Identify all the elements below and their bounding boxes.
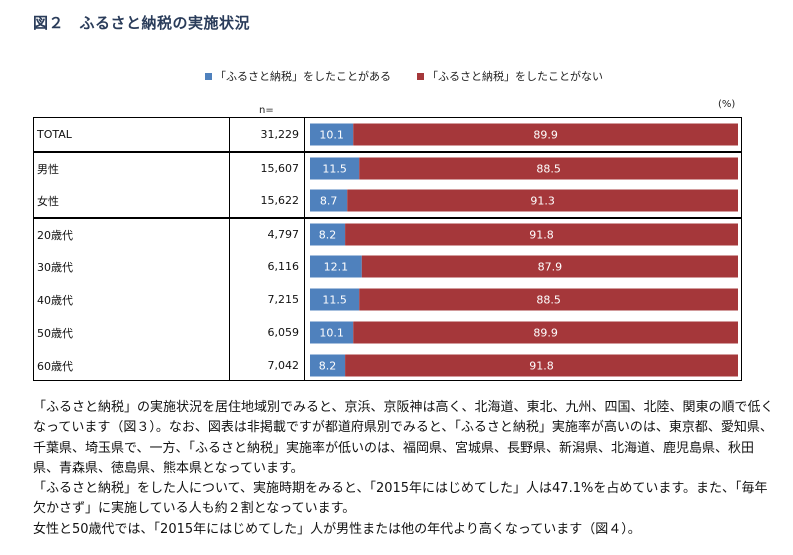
row-label: 60歳代 bbox=[37, 359, 73, 373]
row-n-value: 7,215 bbox=[267, 293, 300, 306]
paragraph: 女性と50歳代では、「2015年にはじめてした」人が男性または他の年代より高くな… bbox=[33, 521, 641, 537]
bar-segment-has-done bbox=[310, 189, 348, 212]
row-label: 30歳代 bbox=[37, 260, 73, 274]
data-label-has-done: 8.2 bbox=[319, 360, 337, 373]
legend-swatch-blue bbox=[205, 72, 212, 80]
row-label: 20歳代 bbox=[37, 228, 73, 242]
bar-segment-not-done bbox=[353, 321, 738, 344]
data-label-not-done: 87.9 bbox=[538, 261, 563, 274]
data-label-has-done: 10.1 bbox=[319, 129, 344, 142]
row-n-value: 31,229 bbox=[260, 128, 300, 141]
data-label-not-done: 89.9 bbox=[533, 327, 558, 340]
data-label-has-done: 8.7 bbox=[320, 195, 338, 208]
chart-legend: 「ふるさと納税」をしたことがある 「ふるさと納税」をしたことがない bbox=[205, 68, 603, 84]
table-row: 女性 15,622 bbox=[34, 184, 741, 217]
bar-segment-not-done bbox=[359, 157, 738, 180]
bars-layer: 10.1 89.9 11.5 88.5 8.7 91.3 8.2 91.8 12.1 87.9 11… bbox=[310, 123, 738, 377]
column-divider bbox=[304, 118, 305, 380]
row-label: 女性 bbox=[37, 194, 59, 208]
row-n-value: 15,622 bbox=[260, 194, 300, 207]
data-label-not-done: 91.3 bbox=[530, 195, 555, 208]
bar-segment-not-done bbox=[353, 123, 738, 146]
row-label: 男性 bbox=[37, 162, 59, 176]
legend-item-has-done: 「ふるさと納税」をしたことがある bbox=[205, 68, 391, 84]
table-row: 20歳代 4,797 bbox=[34, 217, 741, 250]
bar-segment-has-done bbox=[310, 321, 354, 344]
paragraph: 「ふるさと納税」の実施状況を居住地域別でみると、京浜、京阪神は高く、北海道、東北… bbox=[33, 400, 774, 476]
bar-segment-not-done bbox=[361, 255, 738, 278]
row-n-value: 15,607 bbox=[260, 162, 300, 175]
bar-segment-not-done bbox=[345, 354, 738, 377]
bar-segment-has-done bbox=[310, 255, 362, 278]
row-n-value: 7,042 bbox=[267, 359, 300, 372]
bar-segment-has-done bbox=[310, 288, 360, 311]
data-label-has-done: 11.5 bbox=[322, 163, 347, 176]
row-label: TOTAL bbox=[37, 128, 72, 141]
data-label-not-done: 91.8 bbox=[529, 229, 554, 242]
legend-swatch-red bbox=[417, 72, 424, 80]
data-label-has-done: 10.1 bbox=[319, 327, 344, 340]
table-row: 30歳代 6,116 bbox=[34, 250, 741, 283]
body-text: 「ふるさと納税」の実施状況を居住地域別でみると、京浜、京阪神は高く、北海道、東北… bbox=[33, 398, 778, 540]
column-divider bbox=[229, 118, 230, 380]
legend-label-not-done: 「ふるさと納税」をしたことがない bbox=[427, 70, 603, 83]
row-n-value: 6,116 bbox=[267, 260, 300, 273]
page-title: 図２ ふるさと納税の実施状況 bbox=[33, 14, 251, 32]
n-column-header: n= bbox=[259, 105, 274, 116]
data-label-has-done: 11.5 bbox=[322, 294, 347, 307]
row-n-value: 4,797 bbox=[267, 228, 300, 241]
bar-segment-not-done bbox=[345, 223, 738, 246]
data-label-has-done: 8.2 bbox=[319, 229, 337, 242]
data-label-not-done: 89.9 bbox=[533, 129, 558, 142]
bar-segment-not-done bbox=[359, 288, 738, 311]
bar-segment-not-done bbox=[347, 189, 738, 212]
data-label-has-done: 12.1 bbox=[324, 261, 349, 274]
table-row: 40歳代 7,215 bbox=[34, 283, 741, 316]
data-label-not-done: 88.5 bbox=[536, 163, 561, 176]
table-row: 50歳代 6,059 bbox=[34, 316, 741, 349]
table-row: 60歳代 7,042 bbox=[34, 349, 741, 382]
bar-segment-has-done bbox=[310, 157, 360, 180]
legend-item-not-done: 「ふるさと納税」をしたことがない bbox=[417, 68, 603, 84]
table-row: 男性 15,607 bbox=[34, 151, 741, 184]
data-label-not-done: 91.8 bbox=[529, 360, 554, 373]
bar-segment-has-done bbox=[310, 223, 346, 246]
row-n-value: 6,059 bbox=[267, 326, 300, 339]
row-label: 40歳代 bbox=[37, 293, 73, 307]
stacked-bar-chart: TOTAL 31,229 男性 15,607 女性 15,622 20歳代 4,… bbox=[33, 117, 742, 381]
bar-segment-has-done bbox=[310, 123, 354, 146]
legend-label-has-done: 「ふるさと納税」をしたことがある bbox=[215, 70, 391, 83]
bar-segment-has-done bbox=[310, 354, 346, 377]
row-label: 50歳代 bbox=[37, 326, 73, 340]
unit-label: (%) bbox=[718, 99, 736, 110]
data-label-not-done: 88.5 bbox=[536, 294, 561, 307]
paragraph: 「ふるさと納税」をした人について、実施時期をみると、「2015年にはじめてした」… bbox=[33, 481, 768, 517]
table-row: TOTAL 31,229 bbox=[34, 118, 741, 151]
